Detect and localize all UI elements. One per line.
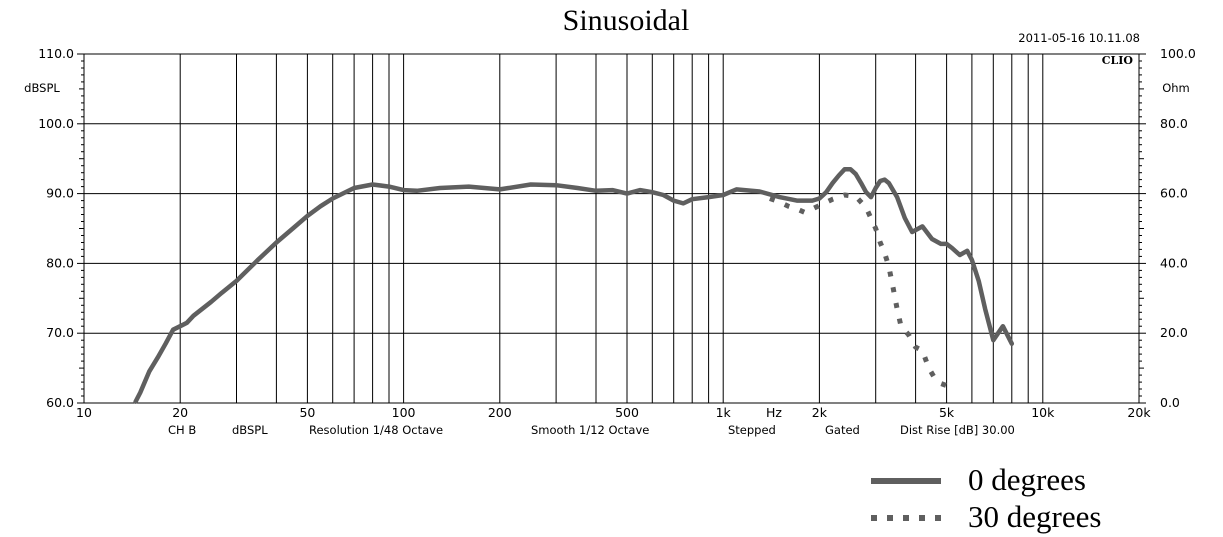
y-tick-label: 70.0 [46, 325, 74, 340]
x-tick-label: 10 [76, 405, 92, 420]
y-tick-label: 110.0 [38, 46, 74, 61]
setting-smooth: Smooth 1/12 Octave [531, 423, 649, 437]
y-tick-label: 100.0 [38, 116, 74, 131]
x-axis-label: Hz [766, 405, 782, 420]
setting-channel: CH B [168, 423, 196, 437]
legend-label-30-degrees: 30 degrees [968, 499, 1101, 534]
y-tick-label: 80.0 [46, 255, 74, 270]
setting-dist-rise: Dist Rise [dB] 30.00 [900, 423, 1015, 437]
clio-logo: CLIO [1102, 54, 1134, 67]
setting-stepped: Stepped [728, 423, 776, 437]
plot-frame [83, 53, 1140, 404]
x-tick-label: 50 [299, 405, 315, 420]
x-tick-label: 5k [939, 405, 955, 420]
y-axis-left: 60.0 70.0 80.0 90.0 100.0 110.0 [38, 46, 84, 410]
x-axis: 10 20 50 100 200 500 1k 2k 5k 10k 20k [76, 405, 1151, 420]
legend: 0 degrees 30 degrees [871, 462, 1101, 534]
x-tick-label: 20k [1127, 405, 1151, 420]
timestamp: 2011-05-16 10.11.08 [1018, 31, 1140, 45]
x-tick-label: 1k [716, 405, 732, 420]
x-tick-label: 20 [172, 405, 188, 420]
x-tick-label: 2k [812, 405, 828, 420]
y2-tick-label: 60.0 [1160, 186, 1188, 201]
y-axis-right: 0.0 20.0 40.0 60.0 80.0 100.0 [1139, 46, 1196, 410]
legend-label-0-degrees: 0 degrees [968, 462, 1086, 497]
y2-tick-label: 80.0 [1160, 116, 1188, 131]
chart-title: Sinusoidal [563, 4, 690, 37]
y2-tick-label: 0.0 [1160, 395, 1180, 410]
series-layer [133, 166, 1015, 404]
y-tick-label: 90.0 [46, 186, 74, 201]
series-line-0-degrees [133, 166, 1015, 404]
setting-unit: dBSPL [232, 423, 268, 437]
setting-gated: Gated [825, 423, 860, 437]
series-line-30-degrees [769, 192, 948, 388]
settings-row: CH B dBSPL Resolution 1/48 Octave Smooth… [168, 423, 1015, 437]
x-tick-label: 200 [488, 405, 512, 420]
x-tick-label: 500 [615, 405, 639, 420]
setting-resolution: Resolution 1/48 Octave [309, 423, 443, 437]
y2-tick-label: 100.0 [1160, 46, 1196, 61]
y2-tick-label: 20.0 [1160, 325, 1188, 340]
grid [84, 53, 1140, 404]
y2-tick-label: 40.0 [1160, 255, 1188, 270]
y2-axis-label: Ohm [1162, 81, 1190, 95]
y-tick-label: 60.0 [46, 395, 74, 410]
x-tick-label: 100 [392, 405, 416, 420]
x-tick-label: 10k [1031, 405, 1055, 420]
y-axis-label: dBSPL [24, 81, 60, 95]
